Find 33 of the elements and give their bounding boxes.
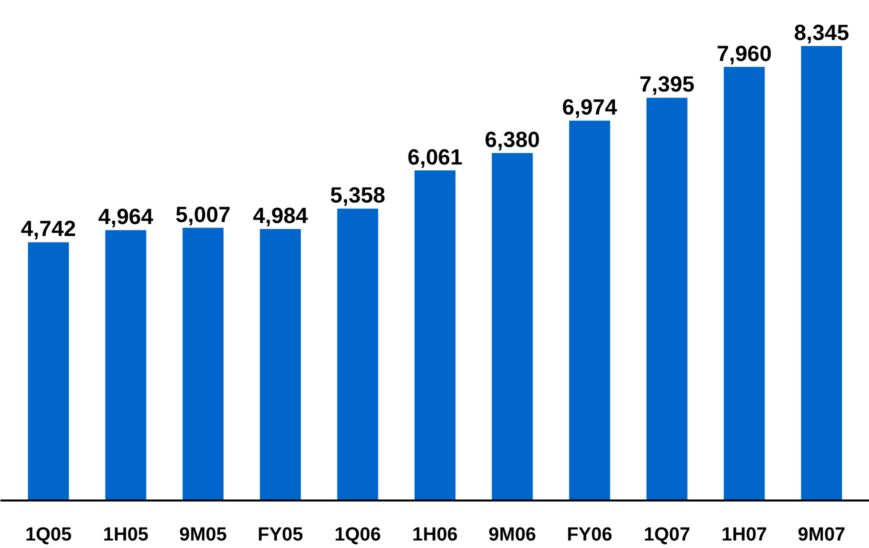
data-label: 4,984 xyxy=(252,203,309,228)
x-tick-label: 1H05 xyxy=(103,524,149,546)
x-tick-label: 1H06 xyxy=(412,524,458,546)
bar xyxy=(569,120,610,500)
data-label: 7,395 xyxy=(639,72,694,97)
x-tick-label: 1Q05 xyxy=(25,524,72,546)
data-label: 7,960 xyxy=(716,40,772,66)
bar xyxy=(724,66,765,500)
data-label: 5,007 xyxy=(176,202,231,227)
x-tick-label: 9M06 xyxy=(488,524,536,546)
x-tick-label: 9M05 xyxy=(179,524,228,546)
x-tick-label: 1Q06 xyxy=(334,524,381,546)
bar xyxy=(492,152,533,500)
data-label: 8,345 xyxy=(794,20,850,45)
bar xyxy=(337,208,378,500)
data-label: 6,061 xyxy=(407,144,463,170)
data-label: 4,742 xyxy=(20,216,76,242)
bar xyxy=(182,228,224,500)
bar xyxy=(801,46,842,500)
x-tick-label: 1Q07 xyxy=(644,524,690,546)
data-label: 5,358 xyxy=(330,182,386,208)
x-tick-label: FY06 xyxy=(566,524,612,546)
bar xyxy=(260,229,301,500)
x-tick-label: 9M07 xyxy=(798,524,846,546)
bar xyxy=(414,170,456,500)
data-label: 6,974 xyxy=(562,94,618,120)
data-label: 6,380 xyxy=(484,126,540,152)
data-label: 4,964 xyxy=(98,204,154,230)
x-tick-label: 1H07 xyxy=(722,524,767,546)
bar xyxy=(105,230,146,500)
x-tick-label: FY05 xyxy=(258,524,304,546)
bar xyxy=(28,242,69,500)
bar xyxy=(646,98,688,500)
